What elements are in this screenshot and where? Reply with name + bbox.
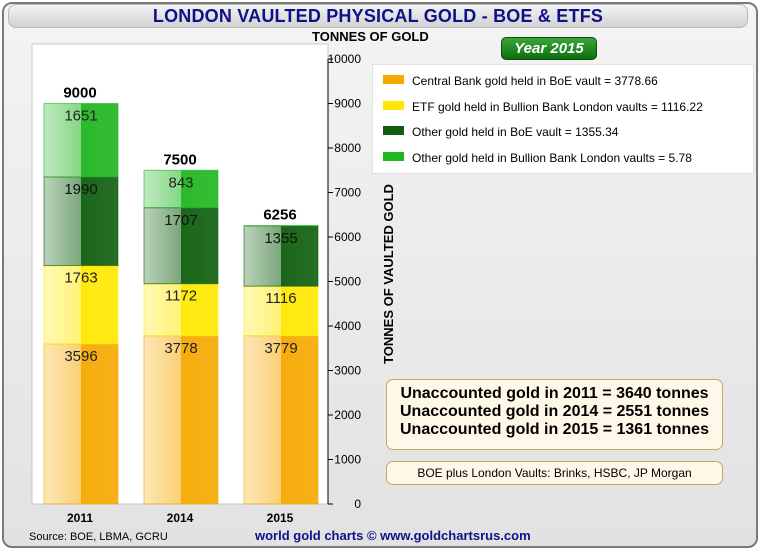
y-tick-label: 7000 (334, 186, 361, 200)
y-tick-label: 4000 (334, 319, 361, 333)
x-tick-label: 2011 (67, 511, 93, 525)
y-tick-label: 0 (354, 497, 361, 511)
legend: Central Bank gold held in BoE vault = 37… (372, 64, 754, 174)
note-line: Unaccounted gold in 2011 = 3640 tonnes (400, 385, 709, 402)
page-title: LONDON VAULTED PHYSICAL GOLD - BOE & ETF… (152, 6, 604, 26)
data-label: 3779 (264, 340, 297, 357)
data-label: 843 (168, 174, 193, 191)
data-label: 1763 (64, 270, 97, 287)
note-line: Unaccounted gold in 2015 = 1361 tonnes (400, 421, 709, 438)
y-tick-label: 5000 (334, 275, 361, 289)
legend-swatch (383, 75, 404, 84)
legend-label: Other gold held in Bullion Bank London v… (412, 151, 692, 165)
y-tick-label: 9000 (334, 97, 361, 111)
y-tick-label: 8000 (334, 141, 361, 155)
legend-item-central-bank: Central Bank gold held in BoE vault = 37… (383, 74, 658, 88)
y-tick-label: 3000 (334, 364, 361, 378)
x-tick-label: 2014 (167, 511, 194, 525)
data-label: 1355 (264, 230, 297, 247)
bar-segment-etf-2015 (243, 285, 319, 337)
legend-item-etf: ETF gold held in Bullion Bank London vau… (383, 100, 703, 114)
bar-segment-etf-2014 (143, 283, 219, 337)
legend-label: Other gold held in BoE vault = 1355.34 (412, 125, 619, 139)
legend-item-bullion-other: Other gold held in Bullion Bank London v… (383, 151, 692, 165)
data-label: 1707 (164, 212, 197, 229)
legend-label: ETF gold held in Bullion Bank London vau… (412, 100, 703, 114)
bar-segment-bullion_other-2011 (43, 103, 119, 178)
y-tick-label: 2000 (334, 408, 361, 422)
y-axis-title-top: TONNES OF GOLD (312, 29, 429, 44)
bar-segment-boe_central-2014 (143, 335, 219, 505)
legend-swatch (383, 101, 404, 110)
x-tick-label: 2015 (267, 511, 294, 525)
bars-layer: 3596 1763 1990 1651 9000 3778 1172 1707 843 7500 3… (43, 85, 319, 505)
data-label: 3596 (64, 348, 97, 365)
data-label: 1651 (64, 108, 97, 125)
data-label: 1172 (165, 288, 197, 305)
title-bar: LONDON VAULTED PHYSICAL GOLD - BOE & ETF… (8, 4, 748, 28)
y-tick-label: 10000 (328, 52, 362, 66)
source-text: Source: BOE, LBMA, GCRU (29, 531, 168, 543)
bar-segment-bullion_other-2014 (143, 169, 219, 209)
unaccounted-gold-note: Unaccounted gold in 2011 = 3640 tonnes U… (386, 379, 723, 450)
legend-swatch (383, 152, 404, 161)
legend-label: Central Bank gold held in BoE vault = 37… (412, 74, 658, 88)
site-credit: world gold charts © www.goldchartsrus.co… (255, 528, 531, 543)
y-axis-label: TONNES OF VAULTED GOLD (381, 184, 396, 364)
legend-swatch (383, 126, 404, 135)
data-label: 1116 (265, 290, 296, 307)
x-axis-labels: 2011 2014 2015 (67, 511, 294, 525)
note-line: Unaccounted gold in 2014 = 2551 tonnes (400, 403, 709, 420)
bar-segment-boe_central-2015 (243, 335, 319, 505)
legend-item-boe-other: Other gold held in BoE vault = 1355.34 (383, 125, 618, 139)
bar-segment-boe_other-2015 (243, 225, 319, 287)
y-tick-label: 6000 (334, 230, 361, 244)
total-label: 7500 (163, 151, 196, 168)
year-badge: Year 2015 (501, 37, 597, 60)
total-label: 9000 (63, 85, 96, 102)
y-axis: 0 1000 2000 3000 4000 5000 6000 7000 8000 9000 100… (327, 52, 396, 511)
data-label: 1990 (64, 181, 97, 198)
vault-note: BOE plus London Vaults: Brinks, HSBC, JP… (386, 461, 723, 485)
total-label: 6256 (263, 207, 296, 224)
bar-segment-boe_central-2011 (43, 343, 119, 505)
data-label: 3778 (164, 340, 197, 357)
y-tick-label: 1000 (334, 453, 361, 467)
